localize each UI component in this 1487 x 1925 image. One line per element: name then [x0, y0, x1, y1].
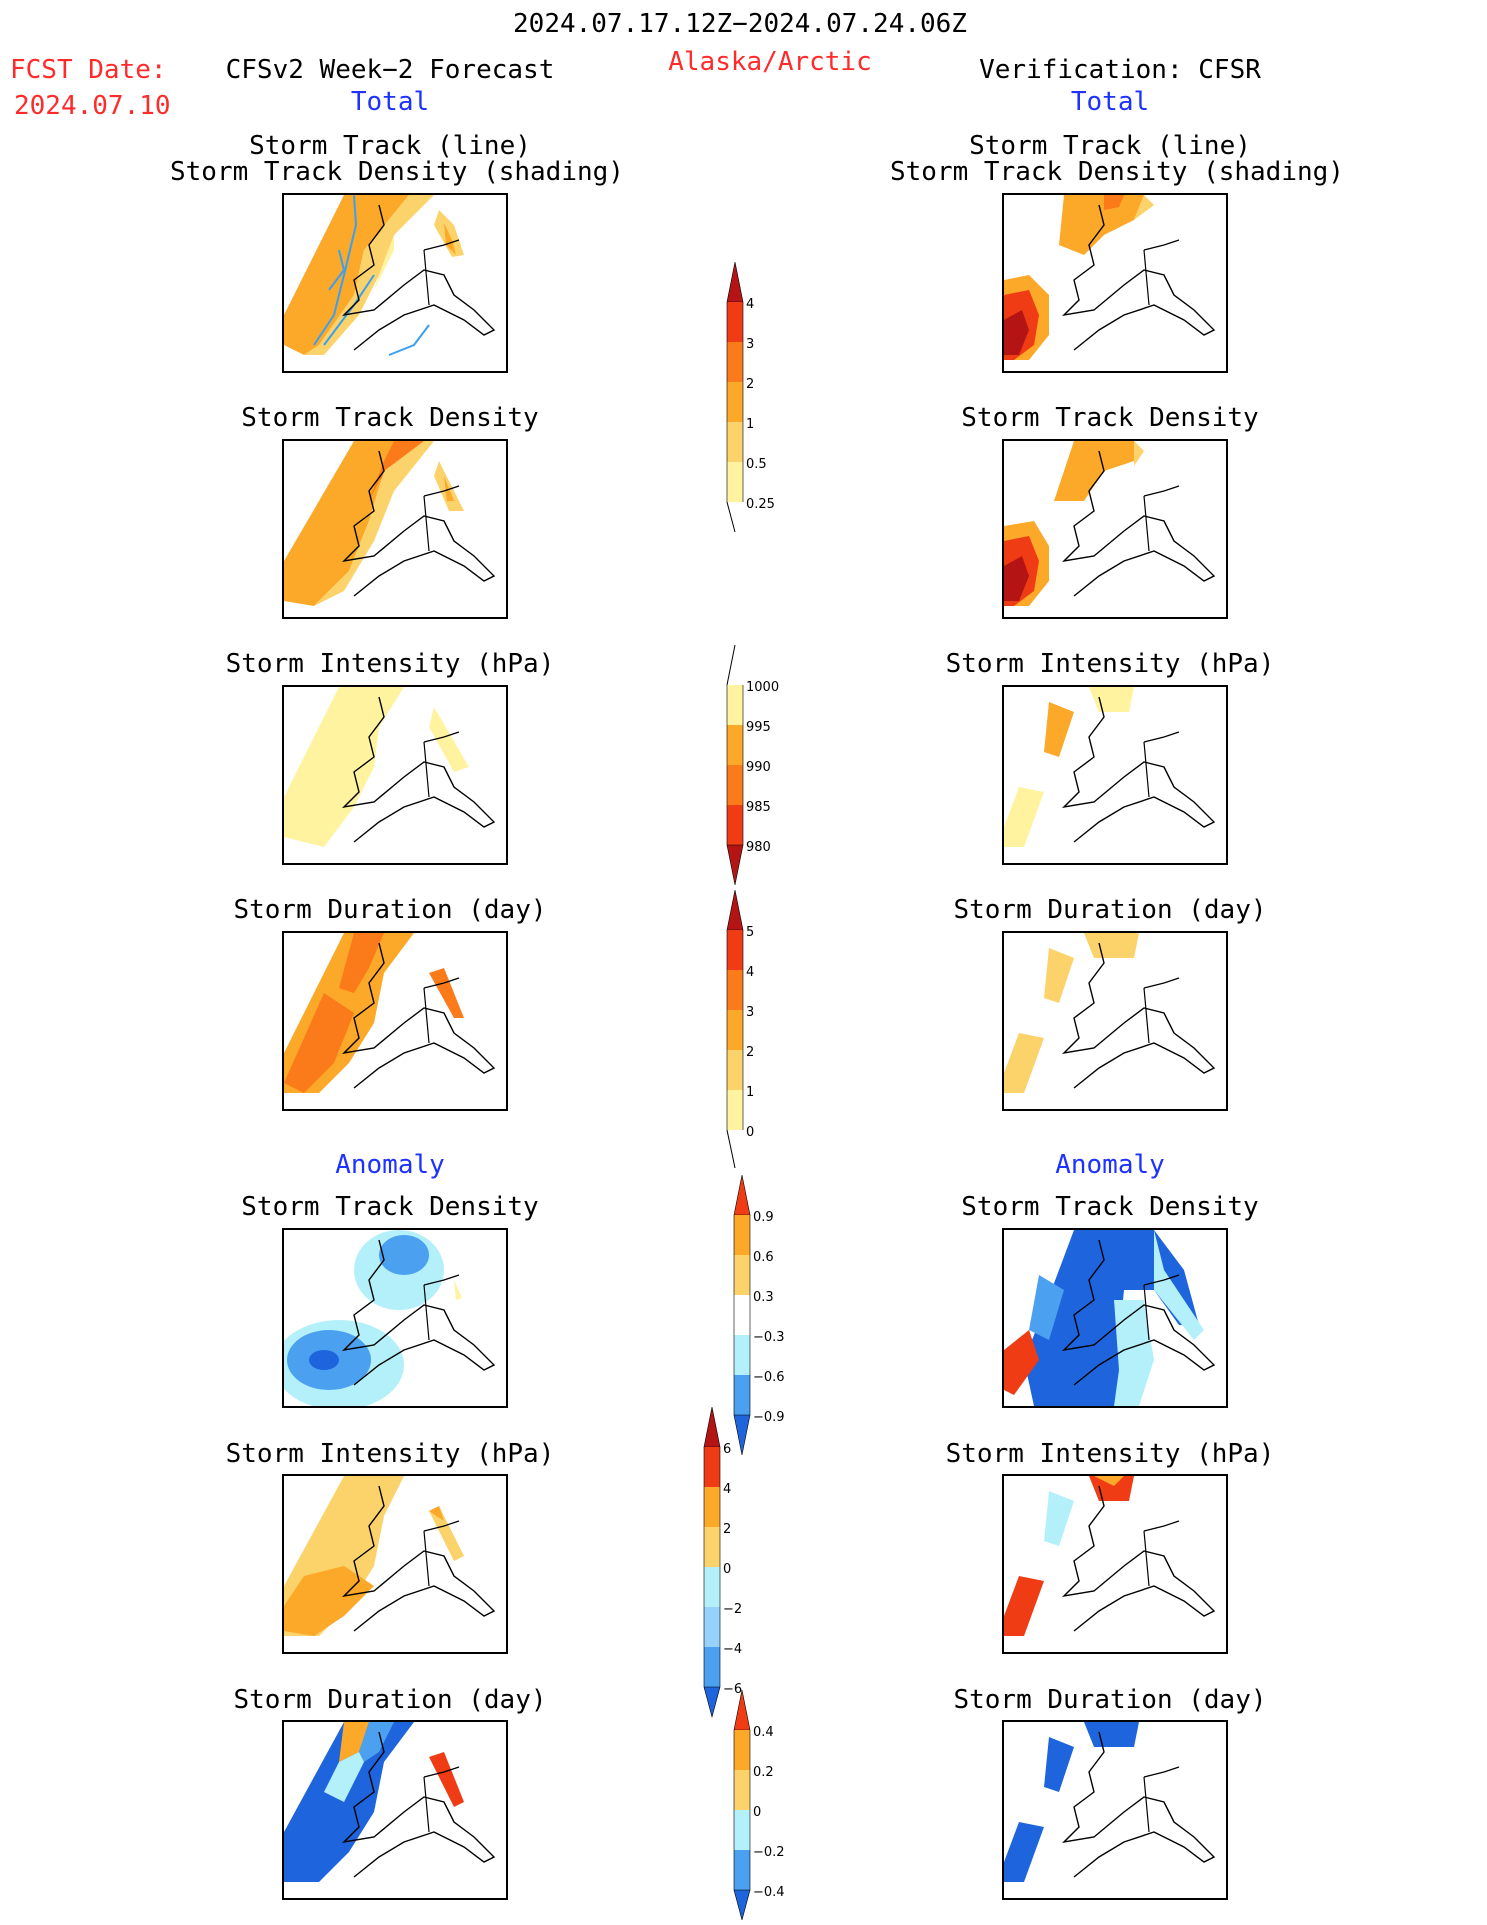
fcst-date-value: 2024.07.10	[14, 91, 171, 121]
total-label-left: Total	[350, 87, 430, 117]
cbar-tick: 990	[746, 760, 771, 775]
verification-title: Verification: CFSR	[979, 55, 1261, 85]
cbar-tick: 995	[746, 720, 771, 735]
forecast-title: CFSv2 Week−2 Forecast	[225, 55, 555, 85]
colorbar-duration-total: 5 4 3 2 1 0	[726, 890, 754, 1169]
cbar-tick: 980	[746, 840, 771, 855]
cbar-tick: 0.3	[753, 1290, 774, 1305]
title-left-track-density: Storm Track Density	[241, 403, 539, 433]
total-label-right: Total	[1070, 87, 1150, 117]
cbar-tick: 0.9	[753, 1210, 774, 1225]
map-verif-duration-anomaly	[1002, 1720, 1228, 1900]
title-left-track-shading: Storm Track Density (shading)	[170, 157, 624, 187]
cbar-tick: 4	[746, 965, 754, 980]
cbar-tick: 0.5	[746, 457, 767, 472]
title-left-duration: Storm Duration (day)	[233, 895, 547, 925]
colorbar-intensity-total: 1000 995 990 985 980	[726, 645, 779, 886]
cbar-tick: 0	[723, 1562, 731, 1577]
colorbar-density-anomaly: 0.9 0.6 0.3 −0.3 −0.6 −0.9	[733, 1175, 785, 1456]
cbar-tick: −6	[723, 1682, 742, 1697]
map-fcst-duration-anomaly	[282, 1720, 508, 1900]
map-verif-track-total	[1002, 193, 1228, 373]
colorbar-duration-anomaly: 0.4 0.2 0 −0.2 −0.4	[733, 1690, 785, 1920]
cbar-tick: 0.25	[746, 497, 775, 512]
map-verif-intensity-anomaly	[1002, 1474, 1228, 1654]
cbar-tick: 0.2	[753, 1765, 774, 1780]
map-verif-density-total	[1002, 439, 1228, 619]
cbar-tick: 985	[746, 800, 771, 815]
cbar-tick: 4	[746, 297, 754, 312]
cbar-tick: 3	[746, 337, 754, 352]
title-left-anom-duration: Storm Duration (day)	[233, 1685, 547, 1715]
map-fcst-density-total	[282, 439, 508, 619]
cbar-tick: 0	[753, 1805, 761, 1820]
cbar-tick: 0	[746, 1125, 754, 1140]
title-left-anom-intensity: Storm Intensity (hPa)	[225, 1439, 555, 1469]
title-left-intensity: Storm Intensity (hPa)	[225, 649, 555, 679]
title-right-anom-density: Storm Track Density	[961, 1192, 1259, 1222]
title-right-anom-duration: Storm Duration (day)	[953, 1685, 1267, 1715]
cbar-tick: 1000	[746, 680, 779, 695]
cbar-tick: 0.6	[753, 1250, 774, 1265]
title-left-track-line: Storm Track (line)	[249, 131, 531, 161]
title-right-duration: Storm Duration (day)	[953, 895, 1267, 925]
cbar-tick: −0.3	[753, 1330, 785, 1345]
cbar-tick: 1	[746, 417, 754, 432]
cbar-tick: 0.4	[753, 1725, 774, 1740]
map-fcst-duration-total	[282, 931, 508, 1111]
map-fcst-density-anomaly	[282, 1228, 508, 1408]
cbar-tick: −0.9	[753, 1410, 785, 1425]
cbar-tick: 5	[746, 925, 754, 940]
map-fcst-intensity-anomaly	[282, 1474, 508, 1654]
map-verif-duration-total	[1002, 931, 1228, 1111]
cbar-tick: 3	[746, 1005, 754, 1020]
valid-period: 2024.07.17.12Z−2024.07.24.06Z	[513, 9, 967, 39]
map-verif-density-anomaly	[1002, 1228, 1228, 1408]
map-fcst-intensity-total	[282, 685, 508, 865]
anomaly-label-right: Anomaly	[1055, 1150, 1165, 1180]
colorbar-intensity-anomaly: 6 4 2 0 −2 −4 −6	[703, 1407, 742, 1719]
title-left-anom-density: Storm Track Density	[241, 1192, 539, 1222]
map-verif-intensity-total	[1002, 685, 1228, 865]
cbar-tick: −0.2	[753, 1845, 785, 1860]
cbar-tick: 4	[723, 1482, 731, 1497]
cbar-tick: −0.6	[753, 1370, 785, 1385]
anomaly-label-left: Anomaly	[335, 1150, 445, 1180]
cbar-tick: 1	[746, 1085, 754, 1100]
title-right-track-density: Storm Track Density	[961, 403, 1259, 433]
map-fcst-track-total	[282, 193, 508, 373]
title-right-intensity: Storm Intensity (hPa)	[945, 649, 1275, 679]
cbar-tick: 6	[723, 1442, 731, 1457]
cbar-tick: −4	[723, 1642, 742, 1657]
title-right-track-line: Storm Track (line)	[969, 131, 1251, 161]
cbar-tick: −2	[723, 1602, 742, 1617]
cbar-tick: 2	[746, 377, 754, 392]
colorbar-track-density: 4 3 2 1 0.5 0.25	[726, 262, 775, 533]
cbar-tick: 2	[723, 1522, 731, 1537]
title-right-anom-intensity: Storm Intensity (hPa)	[945, 1439, 1275, 1469]
title-right-track-shading: Storm Track Density (shading)	[890, 157, 1344, 187]
cbar-tick: 2	[746, 1045, 754, 1060]
region-label: Alaska/Arctic	[668, 47, 872, 77]
fcst-date-label: FCST Date:	[10, 55, 167, 85]
cbar-tick: −0.4	[753, 1885, 785, 1900]
